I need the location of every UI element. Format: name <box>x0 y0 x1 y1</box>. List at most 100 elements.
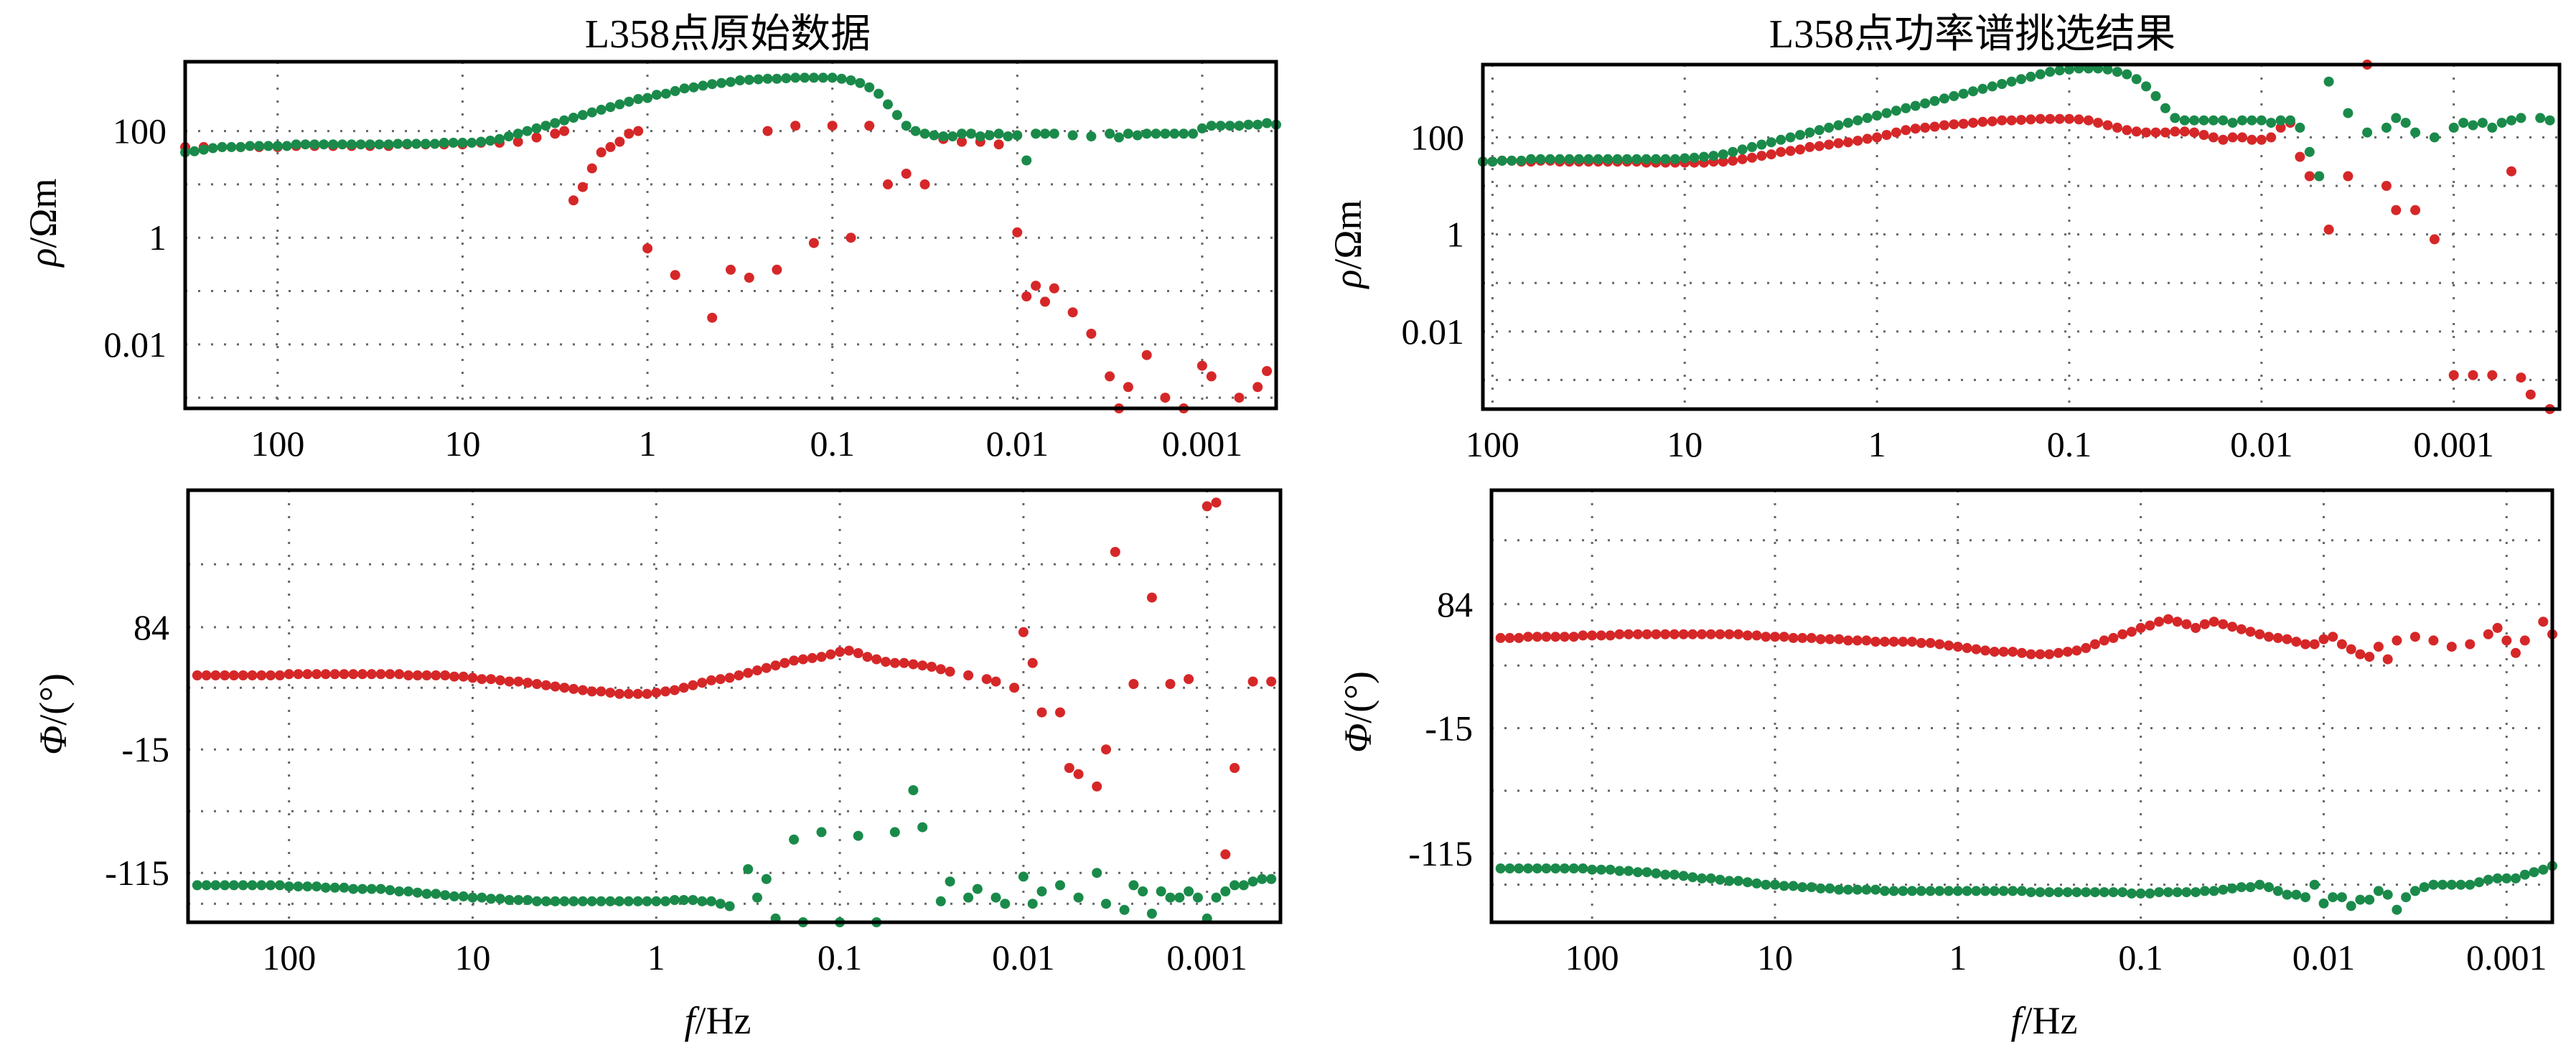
xy-data-point <box>1737 154 1748 164</box>
xy-data-point <box>523 678 533 688</box>
yx-data-point <box>1123 128 1133 139</box>
yx-data-point <box>513 895 524 905</box>
x-tick-label: 0.01 <box>2230 424 2293 464</box>
yx-data-point <box>365 139 375 150</box>
xy-data-point <box>1870 637 1881 647</box>
xy-data-point <box>2181 619 2192 629</box>
xy-data-point <box>624 128 634 139</box>
rho-raw-plot-frame <box>183 60 1278 411</box>
xy-data-point <box>1678 629 1689 639</box>
xy-data-point <box>2089 639 2100 650</box>
yx-data-point <box>1160 128 1171 139</box>
yx-data-point <box>357 884 367 894</box>
yx-data-point <box>228 880 239 891</box>
yx-data-point <box>1766 137 1776 148</box>
yx-data-point <box>1742 877 1753 888</box>
yx-data-point <box>993 128 1004 139</box>
yx-data-point <box>2017 886 2027 896</box>
xy-data-point <box>1776 146 1786 157</box>
yx-data-point <box>247 880 258 891</box>
yx-data-point <box>2318 898 2329 909</box>
yx-data-point <box>789 834 800 845</box>
yx-data-point <box>957 128 967 139</box>
y-tick-label: -15 <box>121 729 169 769</box>
xy-data-point <box>2336 639 2347 650</box>
yx-data-point <box>2135 888 2146 899</box>
x-tick-label: 0.001 <box>1162 423 1243 464</box>
yx-data-point <box>1814 125 1825 136</box>
yx-data-point <box>2336 892 2347 903</box>
yx-data-point <box>2458 118 2469 128</box>
xy-data-point <box>458 671 469 682</box>
yx-data-point <box>467 137 477 148</box>
yx-data-point <box>2227 883 2238 894</box>
xy-data-point <box>1021 291 1032 301</box>
yx-data-point <box>1031 128 1041 139</box>
xy-data-point <box>2135 622 2146 633</box>
rho-selected-plot-frame <box>1481 62 2562 411</box>
xy-data-point <box>808 238 819 248</box>
yx-data-point <box>559 896 570 906</box>
xy-data-point <box>1785 146 1796 156</box>
yx-data-point <box>1705 873 1716 884</box>
xy-data-point <box>1031 281 1041 291</box>
xy-data-point <box>513 676 524 687</box>
xy-data-point <box>2382 654 2393 665</box>
yx-data-point <box>724 901 735 912</box>
yx-data-point <box>348 884 359 894</box>
xy-data-point <box>2044 649 2055 660</box>
xy-data-point <box>1514 632 1524 643</box>
xy-data-point <box>2025 649 2036 660</box>
xy-data-point <box>256 670 267 680</box>
yx-data-point <box>1138 886 1148 896</box>
yx-data-point <box>1879 886 1890 896</box>
yx-data-point <box>1018 871 1029 882</box>
xy-data-point <box>1814 141 1825 151</box>
yx-data-point <box>908 785 919 795</box>
yx-data-point <box>901 121 912 131</box>
xy-data-point <box>1532 632 1542 642</box>
yx-data-point <box>2016 74 2026 85</box>
xy-data-point <box>2245 627 2256 637</box>
xy-data-point <box>2071 645 2082 656</box>
yx-data-point <box>1128 880 1139 891</box>
xy-data-point <box>1968 118 1978 128</box>
yx-data-point <box>2081 887 2092 898</box>
yx-data-point <box>633 94 644 104</box>
yx-data-point <box>1614 866 1625 876</box>
xy-data-point <box>540 680 551 690</box>
xy-data-point <box>1756 151 1767 161</box>
yx-data-point <box>624 96 634 107</box>
xy-data-point <box>210 670 221 680</box>
xy-data-point <box>790 121 801 131</box>
yx-data-point <box>1605 864 1616 875</box>
yx-data-point <box>697 896 708 906</box>
yx-data-point <box>1987 81 1997 92</box>
yx-data-point <box>2102 64 2113 75</box>
xy-data-point <box>1040 296 1050 307</box>
x-tick-label: 0.01 <box>2292 937 2356 978</box>
xy-data-point <box>1230 763 1240 773</box>
phase-selected-plot-frame <box>1489 488 2554 924</box>
xy-data-point <box>1888 637 1899 647</box>
yx-data-point <box>586 107 597 118</box>
yx-data-point <box>2429 132 2440 143</box>
xy-data-point <box>1036 707 1047 718</box>
xy-data-point <box>403 670 413 680</box>
yx-data-point <box>319 139 329 150</box>
xy-data-point <box>1495 632 1506 643</box>
yx-data-point <box>2535 113 2546 123</box>
yx-data-point <box>2291 889 2302 900</box>
yx-data-point <box>614 896 625 906</box>
yx-data-point <box>274 880 285 891</box>
xy-data-point <box>1751 630 1762 641</box>
xy-data-point <box>1949 119 1959 130</box>
yx-data-point <box>1770 879 1780 890</box>
yx-data-point <box>2516 113 2526 123</box>
yx-data-point <box>762 73 773 84</box>
xy-data-point <box>1262 366 1273 376</box>
yx-data-point <box>2264 882 2274 893</box>
yx-data-point <box>272 141 283 151</box>
yx-data-point <box>366 884 377 894</box>
yx-data-point <box>1243 119 1254 130</box>
